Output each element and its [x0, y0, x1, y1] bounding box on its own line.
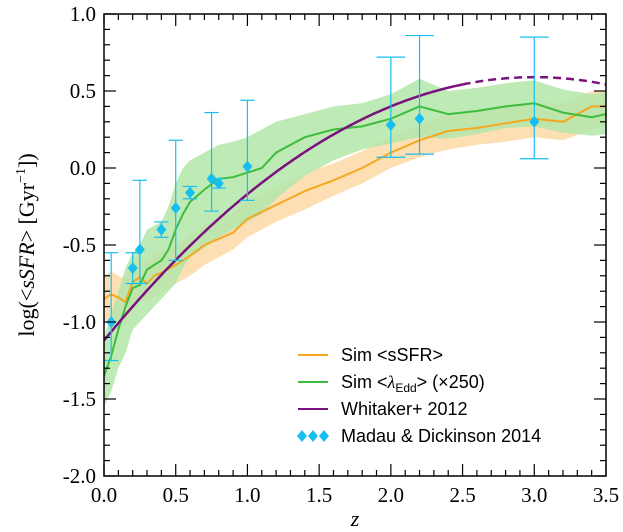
y-axis-title: log(<sSFR> [Gyr−1]) [14, 153, 39, 336]
data-point-madau [385, 118, 396, 131]
y-tick-label: 1.0 [70, 2, 96, 26]
data-point-madau [414, 112, 425, 125]
x-axis-title: z [350, 506, 360, 531]
y-tick-label: 0.0 [70, 156, 96, 180]
data-point-madau [242, 160, 253, 173]
y-tick-label: -1.5 [63, 387, 96, 411]
line-whitaker [104, 83, 463, 342]
x-tick-label: 1.0 [234, 483, 260, 507]
data-point-madau [127, 262, 138, 275]
legend-label-sim-edd: Sim <λEdd> (×250) [341, 372, 485, 395]
tick-labels: 0.0 0.5 1.0 1.5 2.0 2.5 3.0 3.5 1.0 0.5 0.0 -0.5 -1.… [63, 2, 619, 507]
y-axis-title-pre: log(< [14, 289, 39, 337]
x-tick-label: 0.5 [163, 483, 189, 507]
legend-diamond [308, 430, 318, 442]
line-sim-ssfr [104, 105, 606, 304]
legend-label-sim-edd-pre: Sim < [341, 372, 388, 392]
data-point-madau [529, 115, 540, 128]
y-axis-title-var: sSFR [14, 242, 39, 289]
data-points [104, 34, 549, 362]
legend-label-madau: Madau & Dickinson 2014 [341, 426, 541, 446]
data-point-madau [213, 177, 224, 190]
y-tick-label: -0.5 [63, 233, 96, 257]
band-sim-edd [104, 78, 606, 407]
x-tick-label: 2.5 [449, 483, 475, 507]
legend-label-sim-edd-post: > (×250) [417, 372, 485, 392]
legend-label-sim-ssfr: Sim <sSFR> [341, 345, 443, 365]
legend: Sim <sSFR> Sim <λEdd> (×250) Whitaker+ 2… [297, 345, 541, 446]
legend-diamond [297, 430, 307, 442]
data-point-madau [134, 243, 145, 256]
y-tick-label: -2.0 [63, 464, 96, 488]
legend-label-whitaker: Whitaker+ 2012 [341, 399, 468, 419]
line-sim-edd [104, 102, 606, 377]
y-axis-title-close: ]) [14, 153, 39, 168]
x-tick-label: 3.0 [521, 483, 547, 507]
data-point-madau [156, 223, 167, 236]
legend-diamond [319, 430, 329, 442]
legend-label-sim-edd-sub: Edd [395, 381, 416, 395]
data-point-madau [170, 202, 181, 215]
data-point-madau [185, 186, 196, 199]
x-tick-label: 0.0 [91, 483, 117, 507]
x-tick-label: 3.5 [593, 483, 619, 507]
y-tick-label: 0.5 [70, 79, 96, 103]
x-tick-label: 2.0 [378, 483, 404, 507]
confidence-bands [104, 78, 606, 407]
axis-ticks [103, 13, 607, 477]
y-axis-title-sup: −1 [14, 168, 29, 183]
y-tick-label: -1.0 [63, 310, 96, 334]
legend-label-sim-edd-lambda: λ [387, 372, 396, 392]
legend-swatch-madau [297, 430, 329, 442]
x-tick-label: 1.5 [306, 483, 332, 507]
y-axis-title-post: > [Gyr [14, 182, 39, 242]
